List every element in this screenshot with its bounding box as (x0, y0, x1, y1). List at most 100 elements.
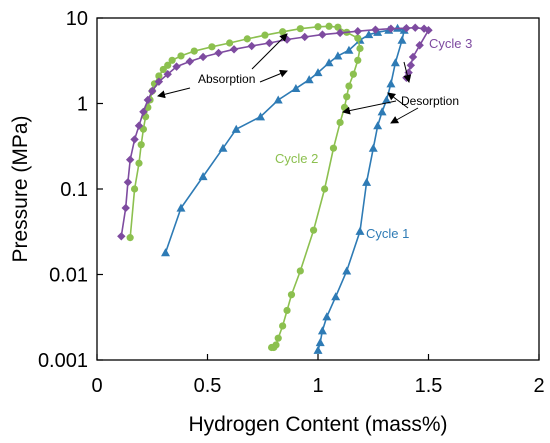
data-point (336, 118, 344, 127)
data-point (390, 58, 400, 67)
data-point (135, 159, 143, 167)
cycle-2-label: Cycle 2 (275, 151, 318, 166)
absorption-label: Absorption (198, 72, 255, 86)
data-point (176, 203, 186, 212)
series-3 (117, 23, 433, 241)
data-point (137, 141, 145, 149)
x-tick-label: 1 (312, 375, 323, 397)
data-point (243, 35, 251, 43)
data-point (261, 31, 269, 39)
data-point (377, 107, 387, 116)
desorption-arrow-4 (403, 61, 412, 83)
data-point (333, 51, 343, 60)
data-point (273, 95, 283, 104)
y-tick-label: 0.001 (38, 350, 88, 372)
data-point (198, 52, 208, 62)
data-point (130, 185, 139, 193)
data-point (265, 38, 274, 48)
data-point (364, 30, 374, 39)
desorption-arrow-2 (387, 92, 409, 109)
data-point (291, 83, 301, 93)
data-point (296, 25, 304, 33)
data-point (345, 82, 353, 90)
data-point (317, 326, 327, 335)
data-point (287, 291, 296, 299)
data-point (324, 58, 334, 67)
data-point (198, 172, 208, 181)
data-point (126, 234, 134, 242)
absorption-arrow-2 (259, 69, 288, 83)
desorption-arrow-3 (390, 107, 419, 124)
data-point (354, 56, 362, 64)
data-point (335, 28, 345, 38)
data-point (406, 61, 416, 70)
data-point (371, 25, 380, 34)
data-point (322, 312, 332, 321)
data-point (309, 226, 318, 234)
cycle-1-label: Cycle 1 (366, 226, 409, 241)
data-point (329, 144, 338, 152)
y-tick-label: 0.1 (60, 179, 88, 201)
data-point (313, 345, 323, 354)
data-point (267, 343, 276, 352)
data-point (340, 103, 349, 112)
data-point (134, 121, 144, 130)
x-tick-label: 2 (533, 375, 544, 397)
y-axis-ticks: 0.001 0.01 0.1 1 10 (38, 8, 103, 372)
data-point (325, 22, 333, 30)
data-point (304, 75, 314, 84)
data-point (214, 48, 223, 58)
x-axis-title: Hydrogen Content (mass%) (188, 413, 447, 436)
data-point (334, 23, 342, 31)
desorption-arrow-1 (342, 100, 397, 115)
x-axis-ticks: 0 0.5 1 1.5 2 (91, 354, 545, 397)
absorption-annotation: Absorption (157, 33, 288, 99)
data-point (168, 56, 176, 64)
data-point (279, 322, 287, 330)
data-point (300, 32, 309, 42)
data-point (342, 266, 352, 275)
data-point (164, 61, 172, 69)
data-point (314, 23, 322, 31)
data-point (386, 24, 396, 33)
cycle-3-label: Cycle 3 (429, 36, 472, 51)
data-point (274, 334, 282, 342)
data-point (386, 79, 396, 88)
data-point (349, 70, 357, 78)
series-2 (126, 22, 364, 352)
data-point (218, 143, 228, 152)
data-point (148, 86, 157, 96)
data-point (424, 25, 433, 35)
data-point (362, 177, 372, 186)
data-point (121, 203, 130, 213)
data-point (318, 30, 327, 39)
data-point (139, 125, 148, 133)
absorption-arrow-3 (251, 33, 288, 70)
y-tick-label: 0.01 (49, 265, 88, 287)
data-point (123, 178, 133, 187)
data-point (154, 77, 164, 86)
x-tick-label: 0 (91, 375, 102, 397)
data-point (382, 95, 392, 104)
data-point (344, 45, 354, 54)
data-point (256, 112, 266, 121)
data-point (343, 93, 351, 101)
data-point (130, 135, 139, 144)
data-point (411, 23, 420, 32)
x-tick-label: 0.5 (194, 375, 222, 397)
data-point (397, 35, 407, 44)
data-point (247, 41, 256, 51)
data-point (117, 232, 126, 241)
series-3-line (120, 26, 430, 237)
data-point (161, 248, 171, 257)
data-point (373, 27, 383, 36)
data-point (185, 57, 195, 66)
data-point (163, 70, 172, 79)
data-point (143, 95, 153, 105)
data-point (408, 52, 418, 62)
data-point (356, 44, 364, 53)
desorption-annotation: Desorption (342, 61, 459, 124)
y-tick-label: 1 (77, 94, 88, 116)
data-point (190, 47, 198, 55)
y-axis-title: Pressure (MPa) (9, 115, 32, 262)
